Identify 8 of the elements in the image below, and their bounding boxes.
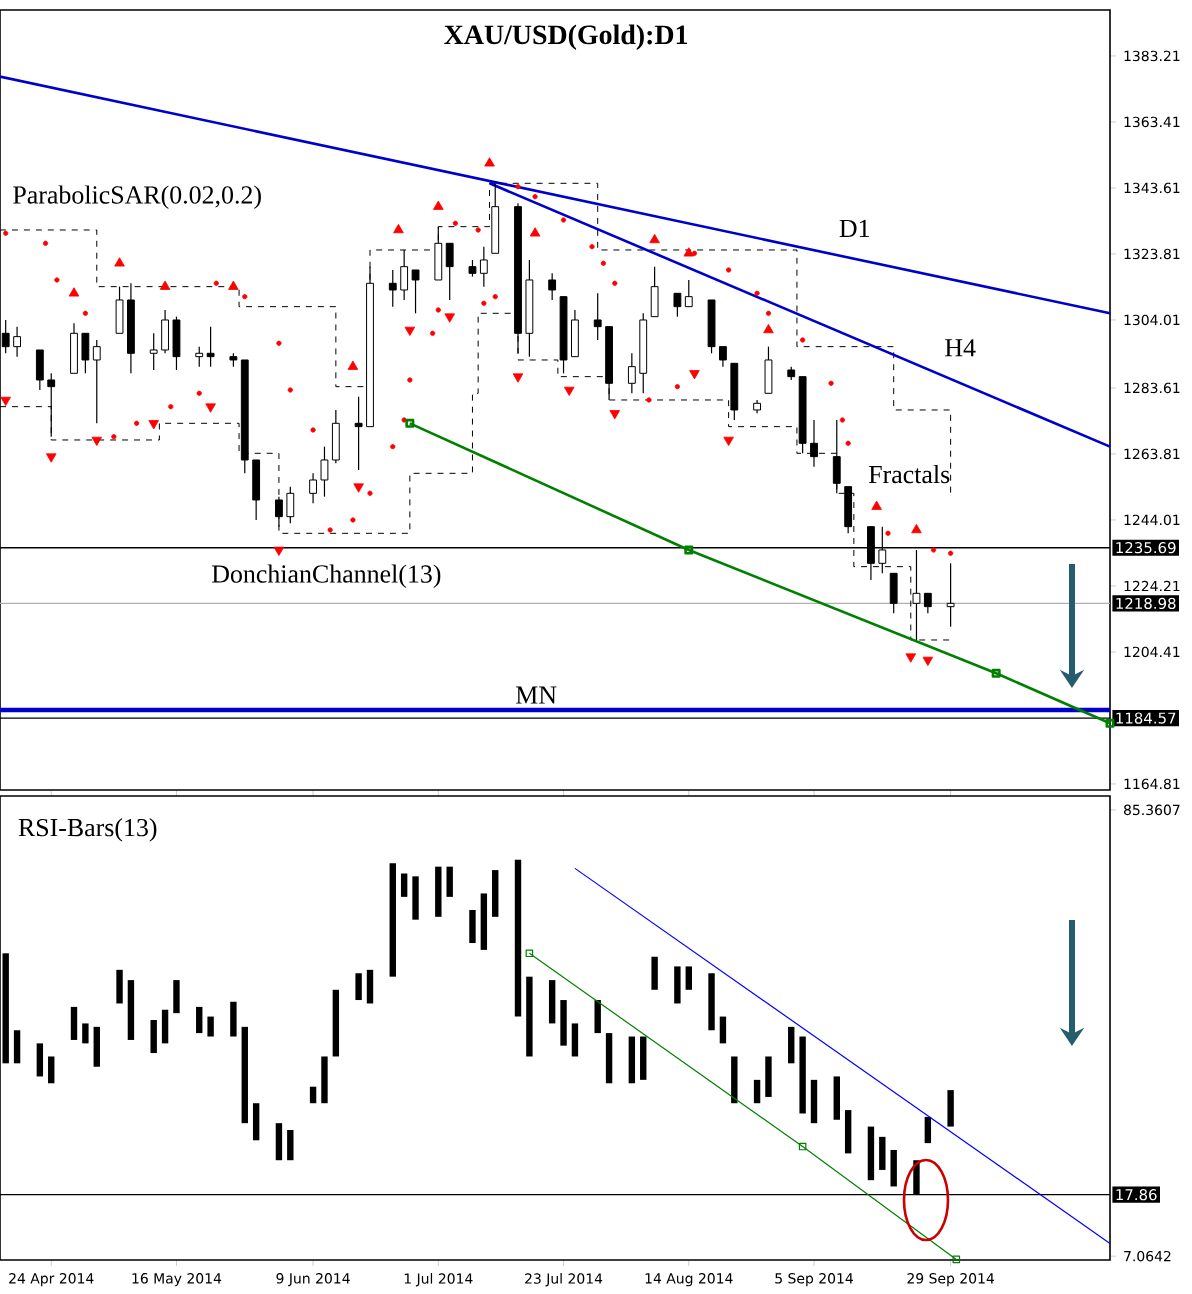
annotation: RSI-Bars(13) <box>18 818 157 842</box>
ref-line-label: MN <box>516 686 557 704</box>
annotation: DonchianChannel(13) <box>212 564 441 588</box>
series-label: H4 <box>945 339 976 357</box>
series-label: D1 <box>839 219 869 237</box>
annotation: ParabolicSAR(0.02,0.2) <box>13 185 261 209</box>
annotation: Fractals <box>868 464 950 484</box>
chart-title: XAU/USD(Gold):D1 <box>444 24 688 50</box>
